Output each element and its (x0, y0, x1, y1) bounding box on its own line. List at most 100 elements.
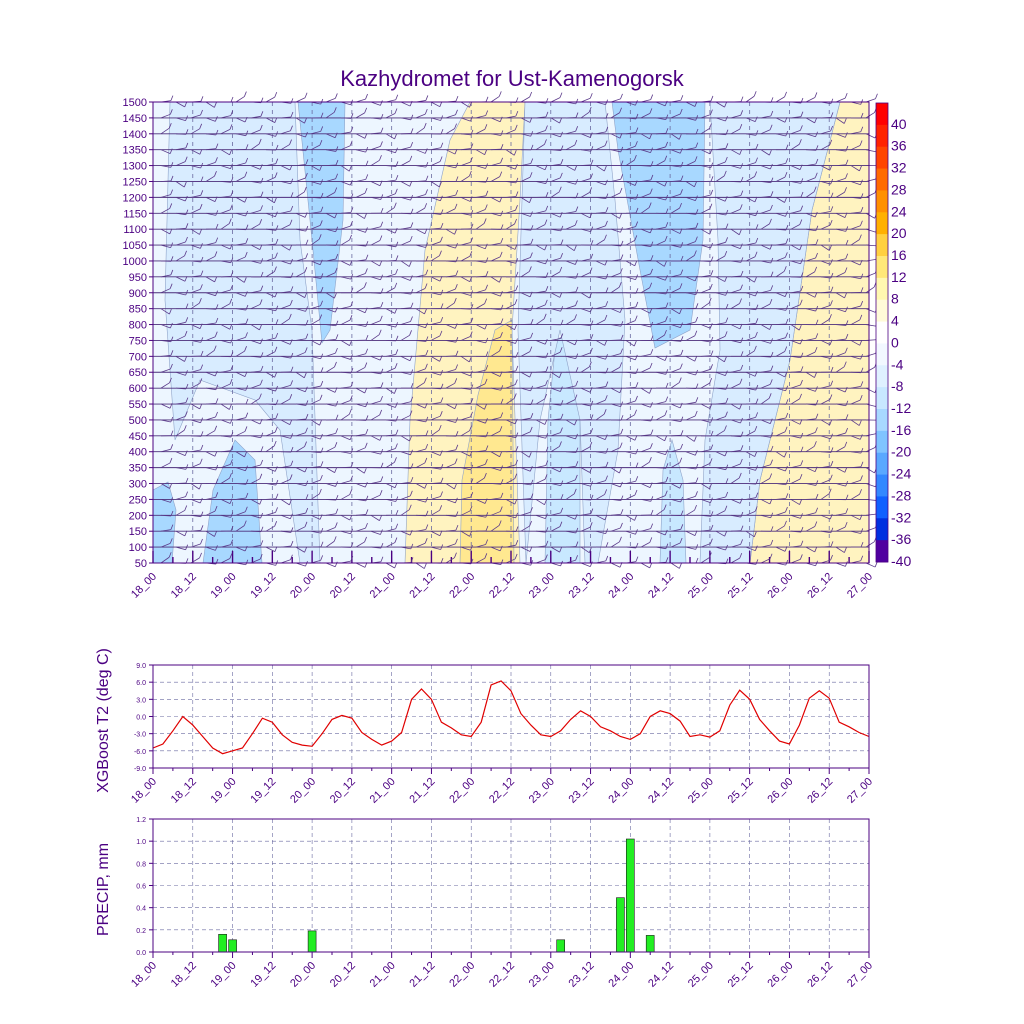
wind-barb (430, 467, 441, 470)
wind-barb-flag (710, 364, 713, 370)
wind-barb (385, 113, 396, 119)
wind-barb (685, 227, 696, 230)
wind-barb-flag (845, 159, 849, 165)
wind-barb-flag (335, 253, 339, 260)
wind-barb (610, 259, 621, 262)
wind-barb-flag (289, 339, 293, 345)
wind-barb (235, 117, 246, 123)
wind-barb (385, 244, 396, 248)
wind-barb-flag (815, 386, 818, 392)
wind-barb-flag (183, 425, 187, 431)
colorbar-label: 24 (891, 203, 907, 219)
wind-barb-flag (830, 272, 834, 279)
wind-barb-flag (395, 335, 399, 341)
wind-barb-flag (530, 332, 534, 339)
wind-barb-flag (439, 101, 443, 107)
wind-barb (385, 228, 396, 234)
wind-barb-flag (619, 133, 623, 139)
wind-barb-flag (485, 177, 489, 183)
wind-barb-flag (259, 393, 262, 399)
wind-barb (190, 324, 201, 329)
wind-barb (190, 340, 201, 343)
wind-barb (385, 528, 396, 532)
wind-barb (175, 510, 185, 516)
wind-barb (700, 165, 711, 169)
wind-barb-flag (573, 245, 577, 251)
wind-barb (550, 526, 561, 532)
wind-barb-flag (499, 277, 502, 283)
wind-barb (595, 480, 606, 484)
wind-barb-flag (559, 117, 562, 124)
wind-barb-flag (574, 419, 577, 426)
wind-barb (265, 292, 276, 298)
wind-barb-flag (755, 398, 759, 404)
wind-barb-flag (830, 527, 834, 533)
wind-barb-flag (379, 180, 383, 186)
wind-barb (805, 133, 816, 138)
wind-barb-flag (813, 186, 817, 192)
wind-barb-flag (859, 514, 863, 520)
wind-barb-flag (230, 177, 234, 183)
colorbar-label: -8 (891, 378, 904, 394)
wind-barb (235, 497, 246, 500)
wind-barb (505, 324, 515, 331)
wind-barb-flag (589, 522, 593, 528)
wind-barb (850, 466, 861, 469)
wind-barb (535, 478, 546, 484)
wind-barb-flag (335, 400, 339, 407)
wind-barb-flag (229, 553, 233, 559)
wind-barb-flag (605, 220, 608, 227)
wind-barb (400, 307, 411, 310)
wind-barb-flag (710, 538, 713, 544)
wind-barb (250, 181, 261, 184)
wind-barb-flag (664, 355, 668, 361)
wind-barb (415, 308, 425, 315)
wind-barb-flag (350, 207, 354, 213)
wind-barb (220, 340, 231, 344)
wind-barb-flag (245, 130, 249, 136)
wind-barb-flag (215, 129, 219, 136)
wind-barb (535, 290, 546, 294)
wind-barb-flag (709, 148, 713, 155)
wind-barb-flag (830, 433, 833, 439)
wind-barb-flag (530, 131, 534, 137)
wind-barb-flag (665, 114, 669, 120)
wind-barb-flag (440, 383, 444, 389)
wind-barb (565, 196, 577, 199)
wind-barb-flag (665, 543, 669, 549)
wind-barb-flag (215, 545, 218, 551)
wind-barb-flag (844, 212, 848, 218)
wind-barb-flag (770, 365, 774, 371)
wind-barb-flag (200, 96, 204, 102)
wind-barb (325, 387, 336, 393)
wind-barb-flag (814, 372, 817, 378)
wind-barb-flag (725, 129, 729, 135)
wind-barb (175, 241, 186, 246)
wind-barb-flag (275, 238, 279, 245)
wind-barb (475, 303, 485, 310)
wind-barb-flag (830, 353, 834, 359)
wind-barb (655, 320, 666, 325)
wind-barb (580, 149, 591, 152)
wind-barb-flag (333, 107, 337, 113)
wind-barb (580, 432, 591, 437)
wind-barb (160, 354, 171, 357)
wind-barb (565, 419, 575, 426)
wind-barb-flag (799, 554, 803, 560)
wind-barb (745, 451, 755, 457)
wind-barb (280, 465, 291, 469)
wind-barb (640, 434, 651, 437)
wind-barb-flag (589, 132, 593, 138)
wind-barb (610, 272, 621, 278)
wind-barb (295, 177, 306, 182)
wind-barb-flag (185, 491, 188, 497)
wind-barb (355, 483, 366, 488)
wind-barb (250, 244, 261, 250)
wind-barb (490, 483, 502, 485)
wind-barb-flag (380, 288, 384, 294)
wind-barb (565, 435, 576, 440)
wind-barb (220, 181, 231, 183)
wind-barb-flag (365, 334, 369, 341)
wind-barb (430, 227, 441, 230)
wind-barb-flag (769, 553, 773, 559)
